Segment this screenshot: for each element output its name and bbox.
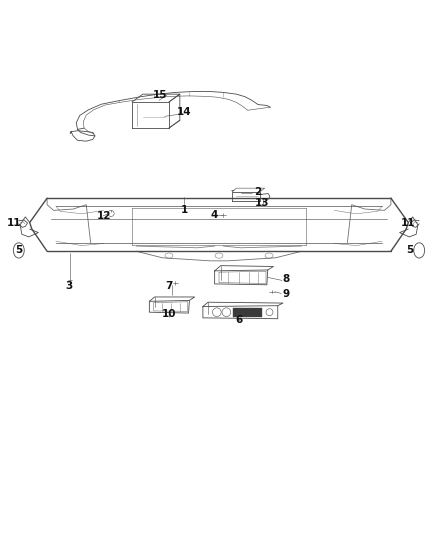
Text: 6: 6 (235, 314, 242, 325)
Text: 8: 8 (283, 273, 290, 284)
Text: 11: 11 (401, 218, 416, 228)
Text: 15: 15 (153, 90, 167, 100)
Text: 11: 11 (6, 218, 21, 228)
Text: 10: 10 (162, 309, 176, 319)
Text: 4: 4 (211, 210, 218, 220)
Text: 3: 3 (65, 281, 72, 291)
Text: 5: 5 (15, 245, 22, 255)
Bar (233, 308, 261, 318)
Text: 13: 13 (255, 198, 270, 207)
Text: 2: 2 (254, 187, 262, 197)
Text: 5: 5 (406, 245, 413, 255)
Text: 9: 9 (282, 289, 289, 299)
Text: 7: 7 (165, 281, 173, 291)
Text: 1: 1 (180, 205, 188, 215)
Text: 14: 14 (177, 107, 191, 117)
Text: 12: 12 (96, 212, 111, 221)
